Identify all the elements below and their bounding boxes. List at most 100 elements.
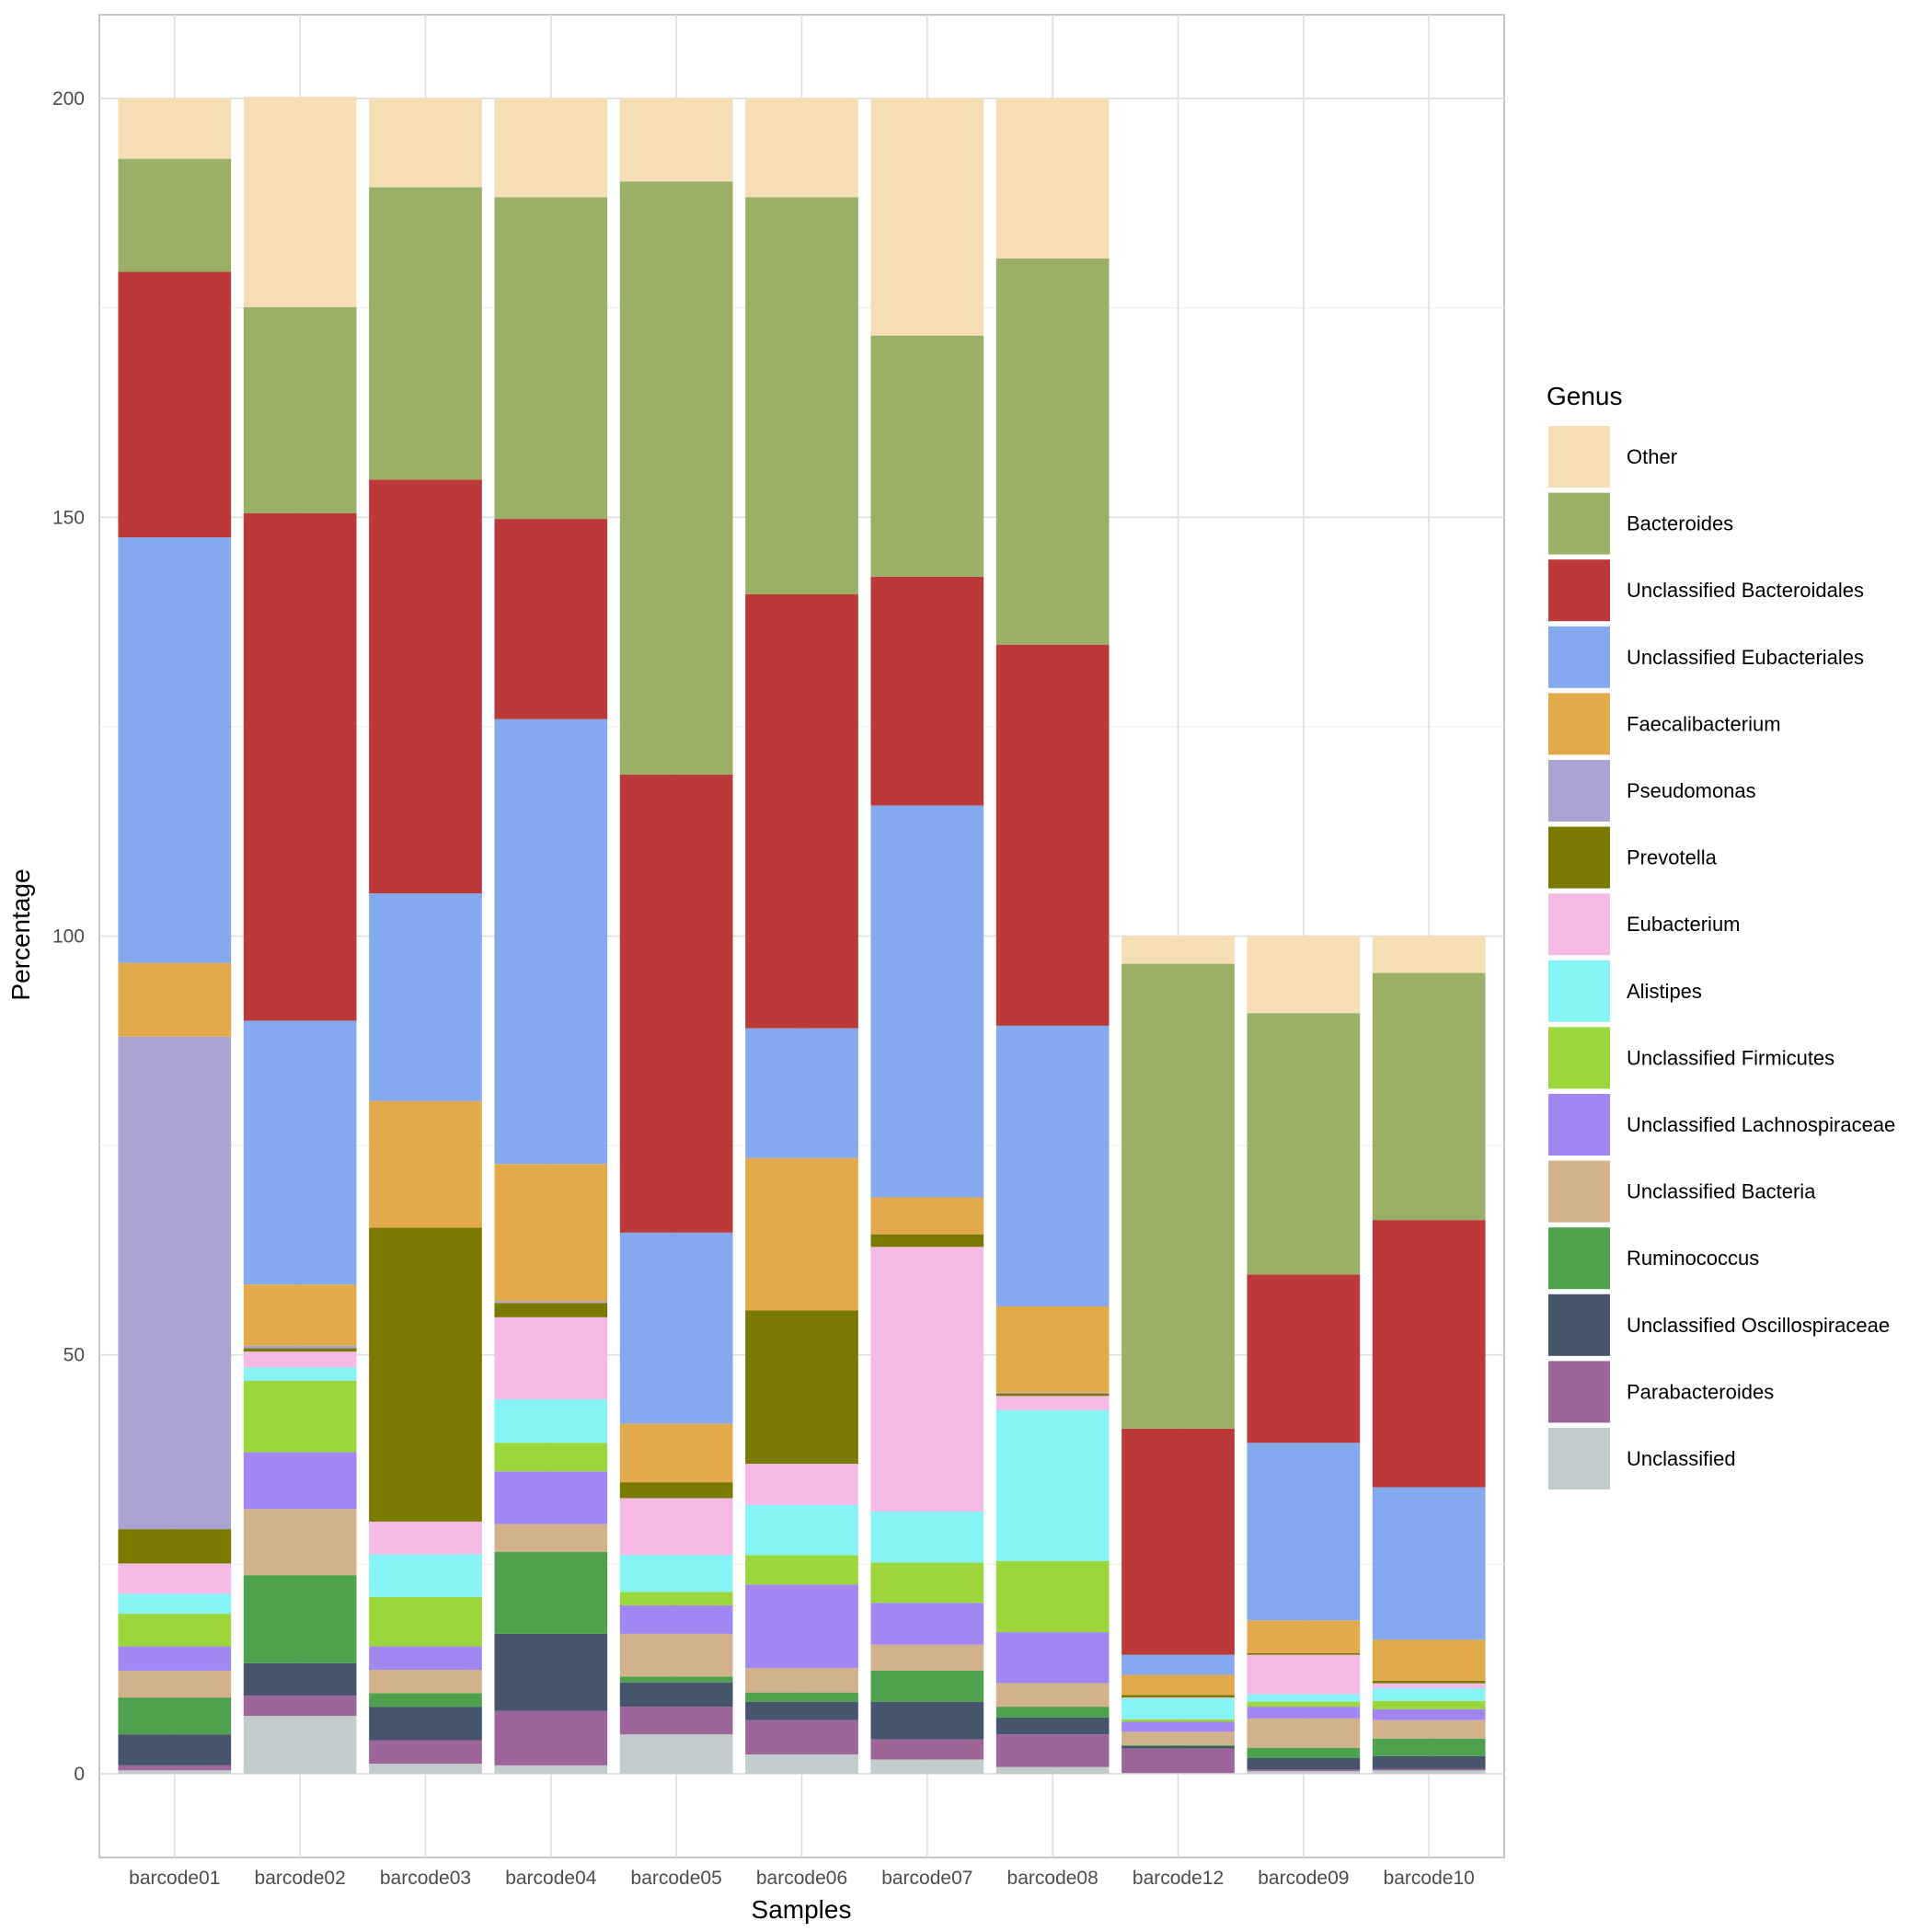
legend-label: Bacteroides: [1627, 512, 1733, 535]
bar-segment: [619, 1676, 733, 1683]
bar-segment: [870, 1247, 984, 1512]
legend-label: Unclassified Eubacteriales: [1627, 646, 1864, 669]
bar-segment: [494, 1398, 608, 1443]
bar-segment: [1247, 1620, 1361, 1653]
bar-segment: [1372, 1719, 1486, 1739]
legend-key: [1548, 893, 1610, 956]
legend-item: Unclassified Firmicutes: [1548, 1027, 1834, 1089]
legend-label: Unclassified: [1627, 1447, 1736, 1470]
bar-segment: [1247, 1654, 1361, 1695]
x-axis-title: Samples: [752, 1895, 852, 1924]
bar-segment: [118, 1036, 232, 1530]
legend-item: Eubacterium: [1548, 893, 1741, 956]
legend-key: [1548, 492, 1610, 555]
bar-segment: [243, 1662, 357, 1696]
x-tick-label: barcode02: [255, 1868, 346, 1889]
bar-segment: [870, 1670, 984, 1702]
bar-segment: [494, 519, 608, 719]
bar-segment: [369, 1227, 482, 1522]
bar-segment: [369, 1670, 482, 1694]
bar-segment: [1121, 1773, 1235, 1774]
bar-segment: [745, 594, 858, 1029]
bars: [118, 97, 1486, 1774]
legend-item: Unclassified Lachnospiraceae: [1548, 1094, 1895, 1156]
bar-segment: [745, 1584, 858, 1669]
bar-segment: [369, 1554, 482, 1597]
legend-item: Alistipes: [1548, 960, 1702, 1022]
bar-segment: [494, 1303, 608, 1317]
bar-segment: [1372, 972, 1486, 1221]
bar-segment: [494, 1301, 608, 1304]
bar-segment: [494, 1317, 608, 1399]
legend-label: Ruminococcus: [1627, 1247, 1759, 1270]
bar-segment: [1247, 1747, 1361, 1758]
bar-segment: [369, 187, 482, 480]
bar-segment: [243, 1575, 357, 1663]
bar-segment: [243, 1367, 357, 1381]
legend-item: Unclassified Oscillospiraceae: [1548, 1294, 1890, 1356]
x-tick-label: barcode08: [1007, 1868, 1098, 1889]
bar-segment: [1372, 1639, 1486, 1681]
bar-stack-barcode03: [369, 98, 482, 1774]
bar-segment: [1121, 936, 1235, 964]
bar-segment: [118, 1734, 232, 1765]
bar-segment: [243, 1380, 357, 1453]
bar-segment: [619, 1604, 733, 1634]
bar-segment: [1121, 1697, 1235, 1699]
bar-segment: [1247, 1013, 1361, 1275]
bar-segment: [995, 1409, 1110, 1561]
x-tick-label: barcode05: [631, 1868, 722, 1889]
bar-segment: [870, 1603, 984, 1645]
bar-segment: [494, 719, 608, 1165]
bar-segment: [243, 306, 357, 513]
bar-segment: [1247, 1694, 1361, 1702]
bar-segment: [1372, 1683, 1486, 1689]
bar-segment: [1121, 1698, 1235, 1719]
bar-segment: [995, 1734, 1110, 1767]
x-tick-label: barcode06: [756, 1868, 847, 1889]
bar-segment: [243, 1452, 357, 1510]
legend-label: Other: [1627, 445, 1677, 468]
bar-segment: [995, 1683, 1110, 1708]
bar-stack-barcode05: [619, 98, 733, 1774]
bar-segment: [619, 181, 733, 775]
bar-segment: [494, 1164, 608, 1302]
legend-item: Bacteroides: [1548, 492, 1733, 555]
bar-segment: [369, 1707, 482, 1741]
bar-segment: [619, 1498, 733, 1556]
bar-segment: [118, 271, 232, 538]
bar-segment: [118, 1670, 232, 1698]
bar-segment: [619, 98, 733, 182]
bar-segment: [118, 1563, 232, 1594]
bar-segment: [1247, 1769, 1361, 1772]
bar-segment: [745, 1719, 858, 1755]
bar-segment: [995, 1766, 1110, 1774]
y-tick-label: 200: [52, 88, 85, 109]
legend-label: Faecalibacterium: [1627, 712, 1781, 735]
bar-segment: [369, 1693, 482, 1708]
bar-segment: [1121, 1695, 1235, 1698]
bar-segment: [619, 1423, 733, 1483]
legend-key: [1548, 1094, 1610, 1156]
bar-segment: [619, 1707, 733, 1735]
bar-segment: [995, 1305, 1110, 1393]
bar-segment: [745, 197, 858, 595]
bar-segment: [118, 1614, 232, 1647]
y-tick-label: 50: [63, 1345, 85, 1366]
bar-segment: [369, 1596, 482, 1647]
bar-segment: [118, 1646, 232, 1671]
y-axis-title: Percentage: [6, 868, 35, 1000]
bar-segment: [619, 1682, 733, 1708]
legend-key: [1548, 1361, 1610, 1423]
bar-segment: [369, 1740, 482, 1765]
bar-segment: [1372, 1768, 1486, 1771]
bar-segment: [369, 479, 482, 894]
legend-key: [1548, 1227, 1610, 1290]
bar-segment: [1372, 1487, 1486, 1640]
bar-segment: [1247, 1707, 1361, 1719]
bar-segment: [494, 1443, 608, 1472]
bar-segment: [619, 1633, 733, 1677]
legend-item: Prevotella: [1548, 826, 1718, 889]
bar-stack-barcode04: [494, 98, 608, 1774]
